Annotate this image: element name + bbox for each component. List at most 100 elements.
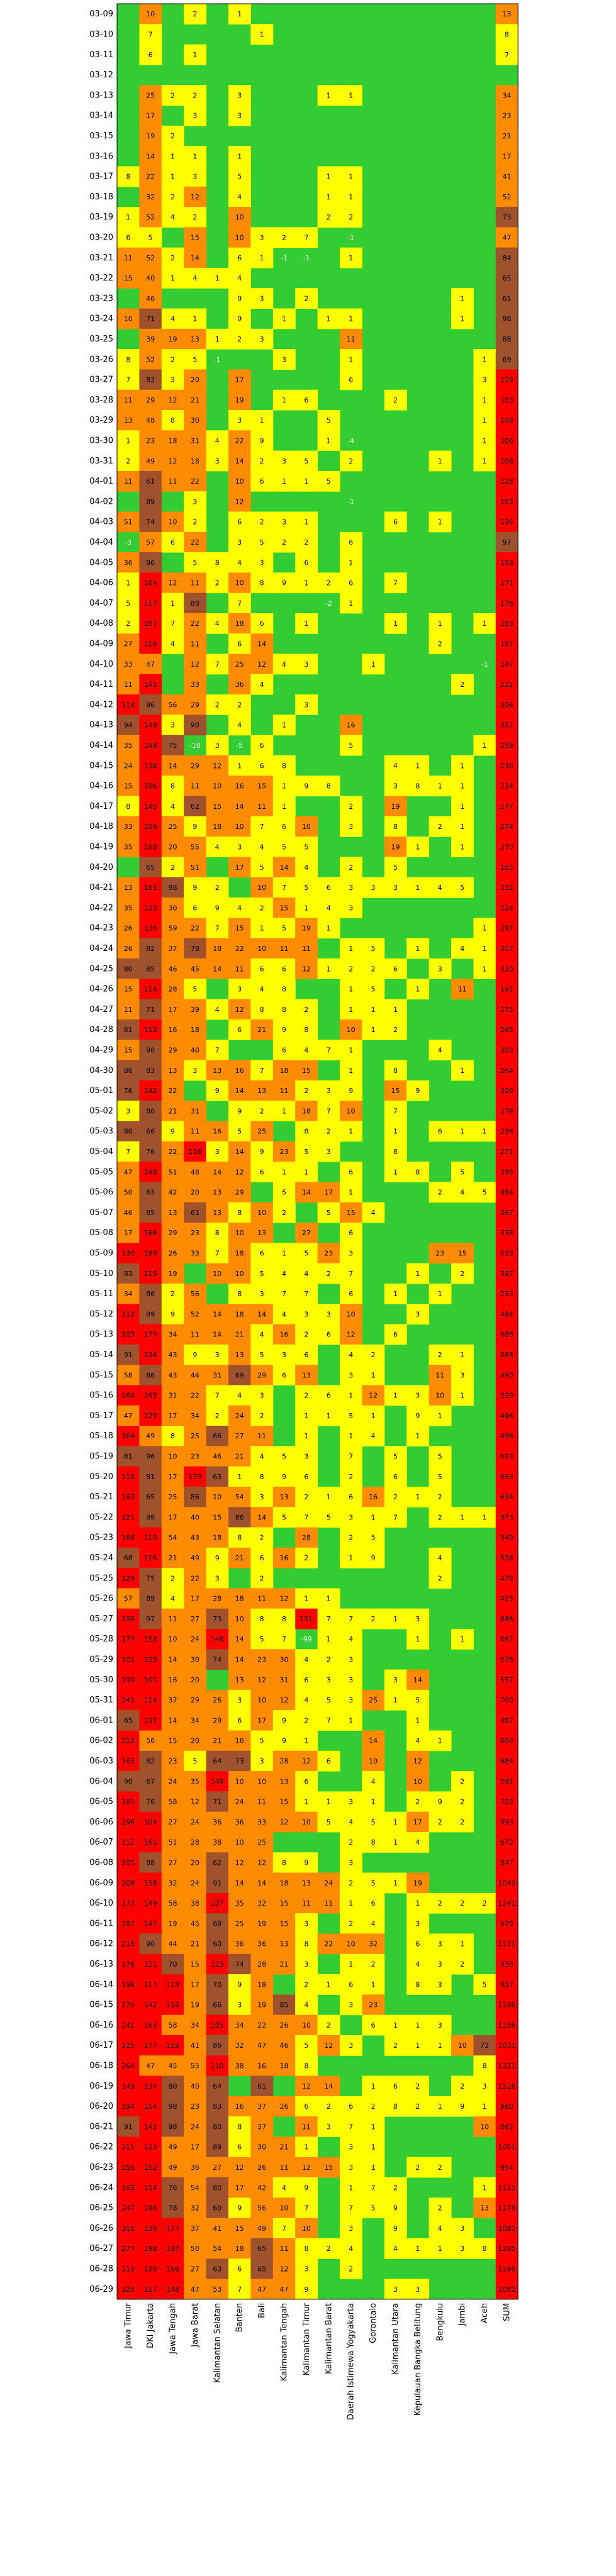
heatmap-cell: [473, 1507, 496, 1528]
heatmap-cell: [206, 1446, 229, 1467]
cell-value: 20: [169, 843, 177, 851]
cell-value: 4: [349, 1818, 353, 1826]
heatmap-cell: [139, 613, 162, 634]
heatmap-cell: [428, 1283, 452, 1304]
cell-value: 5: [371, 1879, 376, 1887]
cell-value: 11: [124, 1006, 133, 1014]
heatmap-cell: [384, 1121, 407, 1142]
cell-value: 8: [505, 30, 509, 38]
heatmap-cell: [139, 694, 162, 715]
heatmap-cell: [228, 1141, 251, 1162]
cell-value: 24: [191, 1879, 199, 1887]
cell-value: 2: [371, 1615, 376, 1623]
heatmap-cell: [117, 369, 140, 391]
cell-value: 106: [500, 436, 513, 445]
heatmap-cell: [228, 1608, 251, 1629]
cell-value: 5: [304, 843, 308, 851]
cell-value: 51: [191, 863, 199, 872]
cell-value: 3: [349, 2041, 353, 2050]
heatmap-cell: [495, 1019, 518, 1040]
heatmap-cell: [184, 1649, 207, 1670]
cell-value: 12: [235, 1006, 244, 1014]
heatmap-cell: [161, 328, 184, 350]
heatmap-cell: [184, 1162, 207, 1182]
cell-value: 8: [260, 1473, 264, 1481]
cell-value: 14: [257, 1513, 266, 1521]
cell-value: 8: [327, 782, 331, 791]
cell-value: 46: [169, 965, 177, 973]
heatmap-cell: [184, 1121, 207, 1142]
cell-value: 1113: [498, 2184, 516, 2192]
heatmap-cell: [139, 1324, 162, 1345]
cell-value: 3: [460, 2245, 464, 2253]
cell-value: 86: [213, 2041, 221, 2050]
cell-value: 1: [438, 518, 442, 526]
cell-value: 10: [235, 1838, 244, 1846]
cell-value: 88: [146, 1858, 155, 1867]
cell-value: 1: [371, 1006, 376, 1014]
cell-value: 1: [327, 1980, 331, 1989]
heatmap-cell: [495, 877, 518, 898]
cell-value: 1: [282, 721, 286, 730]
cell-value: 12: [302, 2082, 311, 2090]
row-label-03-10: 03-10: [89, 30, 113, 39]
cell-value: 62: [191, 802, 199, 811]
column-label-5: Banten: [235, 2303, 245, 2332]
cell-value: 105: [121, 1858, 135, 1867]
cell-value: 1: [438, 1737, 442, 1745]
heatmap-cell: [495, 1263, 518, 1284]
heatmap-cell: [495, 1101, 518, 1121]
heatmap-cell: [161, 1547, 184, 1568]
cell-value: 1: [483, 741, 487, 750]
cell-value: 147: [144, 1919, 157, 1928]
heatmap-cell: [161, 1608, 184, 1629]
cell-value: 30: [191, 1655, 199, 1663]
cell-value: 32: [257, 1899, 266, 1907]
heatmap-cell: [406, 979, 430, 1000]
cell-value: 98: [169, 2123, 177, 2131]
cell-value: 24: [124, 762, 133, 770]
heatmap-cell: [139, 1080, 162, 1101]
heatmap-cell: [495, 979, 518, 1000]
heatmap-cell: [206, 267, 229, 289]
cell-value: 49: [191, 1554, 199, 1562]
cell-value: 3: [349, 884, 353, 892]
heatmap-cell: [340, 1304, 362, 1324]
cell-value: 2: [349, 213, 353, 221]
heatmap-cell: [139, 1243, 162, 1264]
cell-value: 6: [260, 762, 264, 770]
cell-value: 11: [280, 1087, 289, 1095]
heatmap-cell: [161, 1527, 184, 1548]
cell-value: 10: [146, 10, 155, 18]
heatmap-cell: [340, 450, 362, 472]
cell-value: 121: [121, 1513, 135, 1521]
heatmap-cell: [206, 552, 229, 573]
heatmap-cell: [406, 1080, 430, 1101]
cell-value: 2: [304, 1716, 308, 1724]
cell-value: 2: [193, 518, 197, 526]
heatmap-cell: [184, 999, 207, 1020]
cell-value: 1: [349, 91, 353, 99]
cell-value: 6: [304, 1351, 308, 1359]
cell-value: 979: [500, 1919, 513, 1928]
cell-value: 11: [191, 640, 199, 648]
heatmap-cell: [139, 633, 162, 655]
cell-value: 11: [169, 1615, 177, 1623]
cell-value: 2: [237, 335, 242, 343]
cell-value: 7: [393, 1107, 398, 1115]
cell-value: 2: [438, 1818, 442, 1826]
cell-value: -2: [325, 599, 332, 608]
heatmap-cell: [117, 1588, 140, 1609]
heatmap-cell: [250, 1263, 274, 1284]
heatmap-cell: [184, 1243, 207, 1264]
heatmap-cell: [384, 1162, 407, 1182]
heatmap-cell: [250, 1568, 274, 1589]
cell-value: 19: [169, 1270, 177, 1278]
heatmap-cell: [161, 125, 184, 147]
cell-value: 5: [282, 843, 286, 851]
cell-value: 11: [124, 396, 133, 404]
row-label-04-10: 04-10: [89, 660, 113, 669]
cell-value: 2: [438, 2204, 442, 2212]
cell-value: 37: [169, 945, 177, 953]
heatmap-cell: [295, 1060, 318, 1081]
